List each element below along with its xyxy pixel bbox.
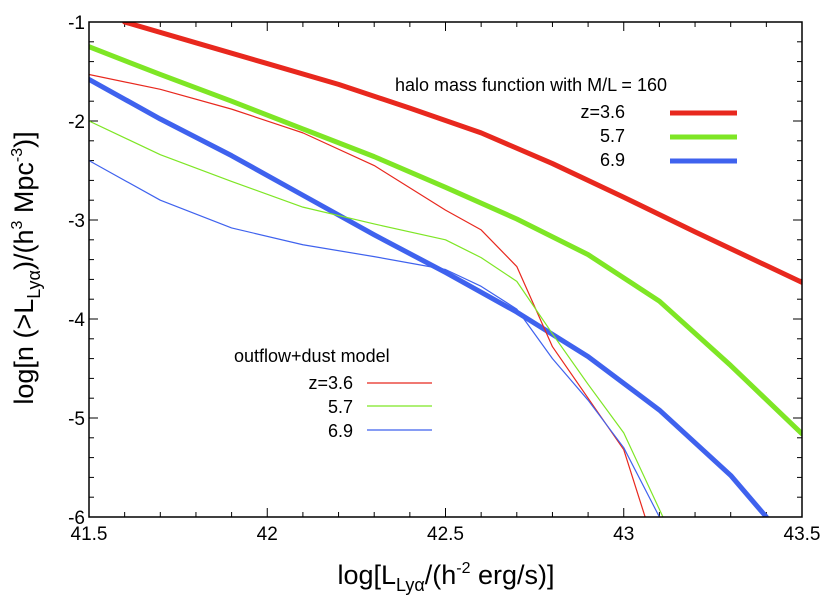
y-tick-label: -2 — [68, 112, 85, 133]
legend-halo-label-z57: 5.7 — [600, 126, 625, 146]
y-axis-title-middle2: Mpc — [9, 162, 39, 221]
x-tick-label: 43.5 — [784, 524, 821, 545]
legend-model: outflow+dust model z=3.6 5.7 6.9 — [234, 346, 432, 441]
x-axis-title: log[LLyα/(h-2 erg/s)] — [337, 560, 554, 595]
x-tick-label: 43 — [613, 524, 634, 545]
legend-model-title: outflow+dust model — [234, 346, 390, 366]
axis-tick-labels: 41.5 42 42.5 43 43.5 -1 -2 -3 -4 -5 -6 — [68, 13, 820, 545]
x-axis-title-sub: Lyα — [396, 575, 425, 595]
legend-halo-title: halo mass function with M/L = 160 — [395, 75, 667, 95]
x-tick-label: 42.5 — [427, 524, 464, 545]
legend-model-label-z57: 5.7 — [328, 397, 353, 417]
x-axis-title-prefix: log[L — [337, 560, 396, 590]
y-axis-title: log[n (>LLyα)/(h3 Mpc-3)] — [9, 131, 44, 404]
series-line-halo-z36 — [122, 22, 802, 285]
series-line-model-z57 — [89, 120, 664, 517]
series-line-halo-z57 — [89, 44, 802, 437]
y-axis-title-middle: )/(h — [9, 230, 39, 271]
y-tick-label: -3 — [68, 211, 85, 232]
x-tick-label: 42 — [257, 524, 278, 545]
series-line-halo-z69 — [89, 76, 769, 517]
x-tick-label: 41.5 — [71, 524, 108, 545]
x-axis-title-suffix: erg/s)] — [471, 560, 555, 590]
series-line-model-z36 — [89, 73, 646, 517]
y-axis-title-sup2: -3 — [9, 148, 26, 162]
x-axis-title-middle: /(h — [425, 560, 457, 590]
y-tick-label: -1 — [68, 13, 85, 34]
y-tick-label: -5 — [68, 409, 85, 430]
legend-model-label-z36: z=3.6 — [308, 373, 353, 393]
legend-halo-label-z36: z=3.6 — [580, 102, 625, 122]
x-axis-title-sup: -2 — [456, 560, 470, 577]
legend-halo: halo mass function with M/L = 160 z=3.6 … — [395, 75, 737, 170]
y-tick-label: -4 — [68, 310, 85, 331]
y-axis-title-prefix: log[n (>L — [9, 299, 39, 405]
y-axis-title-sup1: 3 — [9, 221, 26, 230]
legend-model-label-z69: 6.9 — [328, 421, 353, 441]
series-line-model-z69 — [89, 160, 661, 517]
y-axis-title-sub: Lyα — [24, 270, 44, 299]
y-axis-title-suffix: )] — [9, 131, 39, 148]
data-series — [89, 22, 802, 517]
legend-halo-label-z69: 6.9 — [600, 150, 625, 170]
plot-frame — [88, 21, 803, 518]
y-tick-label: -6 — [68, 508, 85, 529]
axis-ticks — [88, 21, 803, 518]
